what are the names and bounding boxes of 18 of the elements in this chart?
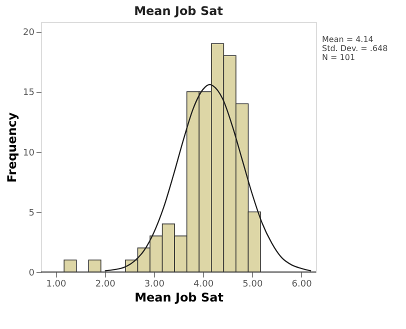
chart-title: Mean Job Sat (134, 4, 224, 18)
text: N = 101 (322, 53, 356, 62)
x-tick-label: 1.00 (46, 280, 67, 290)
y-tick-label: 5 (28, 208, 34, 218)
y-tick-label: 15 (23, 88, 34, 98)
x-tick-label: 3.00 (144, 280, 165, 290)
text: Mean = 4.14 (322, 35, 374, 44)
y-tick-label: 10 (23, 148, 35, 158)
y-tick-label: 0 (28, 268, 35, 278)
x-axis-title: Mean Job Sat (134, 290, 224, 304)
x-tick-label: 4.00 (194, 280, 214, 290)
y-tick-label: 20 (23, 28, 35, 38)
text: Std. Dev. = .648 (322, 44, 388, 53)
x-tick-label: 2.00 (95, 280, 116, 290)
x-tick-label: 6.00 (292, 280, 312, 290)
line-series (104, 84, 312, 272)
y-axis-title: Frequency (5, 112, 20, 183)
x-tick-label: 5.00 (242, 280, 263, 290)
